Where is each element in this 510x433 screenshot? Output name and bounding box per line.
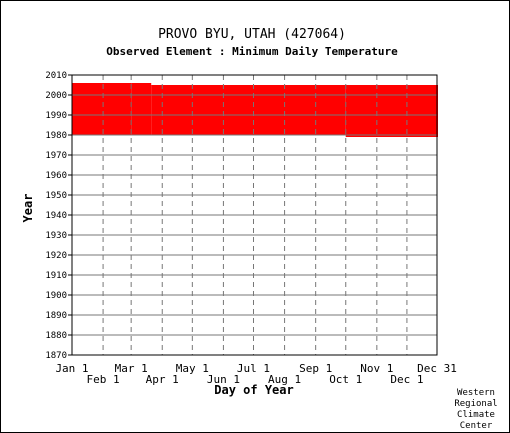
y-tick-label: 1940 [45,211,67,221]
x-tick-label: Dec 1 [390,373,423,386]
coverage-bar [345,85,439,137]
x-tick-label: Jul 1 [237,362,270,375]
x-tick-label: Jan 1 [55,362,88,375]
y-tick-label: 1910 [45,271,67,281]
x-tick-label: Feb 1 [87,373,120,386]
x-tick-label: Mar 1 [115,362,148,375]
y-axis-label: Year [21,194,35,223]
x-tick-label: Sep 1 [299,362,332,375]
x-tick-labels: Jan 1 Mar 1 May 1 Jul 1 Sep 1 Nov 1 Dec 31 Feb … [55,362,456,386]
x-tick-label: Apr 1 [146,373,179,386]
wrcc-credit: Western Regional Climate Center [446,388,506,432]
coverage-bar [72,83,132,135]
credit-line: Western [457,388,495,398]
y-tick-label: 1920 [45,251,67,261]
y-tick-label: 1960 [45,171,67,181]
x-tick-label: May 1 [176,362,209,375]
credit-line: Center [459,421,493,431]
coverage-bar [151,85,346,135]
y-tick-label: 1990 [45,111,67,121]
chart-title: PROVO BYU, UTAH (427064) [158,27,346,42]
x-tick-label: Nov 1 [360,362,393,375]
x-tick-label: Oct 1 [329,373,362,386]
y-tick-label: 2010 [45,71,67,81]
y-tick-label: 1900 [45,291,67,301]
y-tick-label: 1870 [45,351,67,361]
x-tick-label: Aug 1 [268,373,301,386]
vertical-gridlines [102,75,408,355]
coverage-bars [72,83,439,137]
y-tick-label: 2000 [45,91,67,101]
x-tick-label: Dec 31 [417,362,457,375]
credit-line: Climate [457,410,495,420]
y-tick-label: 1970 [45,151,67,161]
x-axis-label: Day of Year [214,383,293,397]
y-tick-labels: 1870 1880 1890 1900 1910 1920 1930 1940 1950 1960… [45,71,67,361]
chart-subtitle: Observed Element : Minimum Daily Tempera… [106,45,398,58]
plot-area-border [71,74,438,356]
y-tick-label: 1950 [45,191,67,201]
x-tick-label: Jun 1 [207,373,240,386]
y-tick-label: 1930 [45,231,67,241]
y-tick-label: 1980 [45,131,67,141]
coverage-bar [131,83,152,135]
y-tick-label: 1890 [45,311,67,321]
y-tick-label: 1880 [45,331,67,341]
credit-line: Regional [454,399,498,409]
